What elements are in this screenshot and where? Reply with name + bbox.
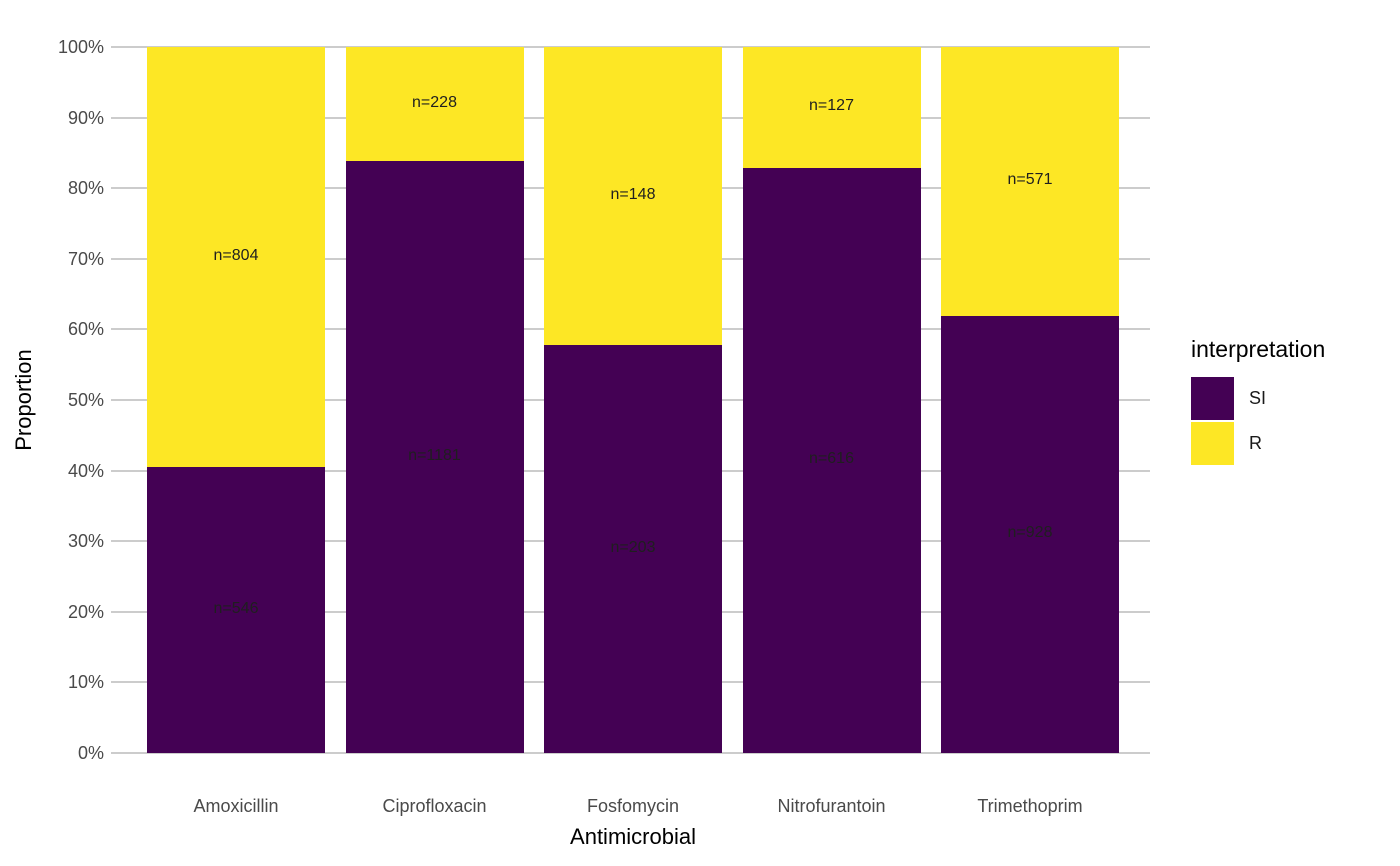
bar-segment-r-amoxicillin: [147, 47, 325, 468]
bar-nitrofurantoin: n=616 n=127: [742, 47, 921, 753]
y-axis-title: Proportion: [11, 349, 36, 451]
x-tick-label-ciprofloxacin: Ciprofloxacin: [382, 796, 487, 816]
x-tick-label-fosfomycin: Fosfomycin: [586, 796, 680, 816]
y-tick-label-40: 40%: [67, 460, 104, 481]
count-label-r-ciprofloxacin: n=228: [412, 94, 457, 112]
count-label-r-amoxicillin: n=804: [213, 247, 259, 265]
y-tick-label-0: 0%: [77, 743, 104, 763]
legend-key-r: R: [1191, 422, 1325, 465]
y-tick-label-80: 80%: [67, 178, 104, 199]
count-label-r-nitrofurantoin: n=127: [809, 97, 854, 115]
legend-swatch-r: [1191, 422, 1234, 465]
x-axis-title: Antimicrobial: [570, 824, 696, 849]
bar-segment-r-trimethoprim: [941, 47, 1119, 316]
count-label-si-fosfomycin: n=203: [610, 538, 656, 556]
legend-label-si: SI: [1249, 388, 1267, 408]
bar-amoxicillin: n=546 n=804: [147, 47, 325, 753]
x-tick-label-trimethoprim: Trimethoprim: [977, 796, 1083, 816]
bar-fosfomycin: n=203 n=148: [544, 47, 722, 753]
bar-segment-si-amoxicillin: [147, 467, 325, 753]
y-tick-label-70: 70%: [67, 248, 104, 269]
legend-key-si: SI: [1191, 377, 1325, 420]
y-tick-label-20: 20%: [67, 601, 104, 622]
count-label-r-fosfomycin: n=148: [610, 185, 656, 203]
bar-segment-si-fosfomycin: [544, 344, 722, 753]
bar-segment-r-ciprofloxacin: [345, 47, 524, 162]
bar-segment-si-ciprofloxacin: [345, 161, 524, 753]
count-label-r-trimethoprim: n=571: [1007, 171, 1053, 189]
y-tick-label-90: 90%: [67, 107, 104, 128]
count-label-si-trimethoprim: n=928: [1007, 524, 1053, 542]
bar-segment-r-nitrofurantoin: [742, 47, 921, 168]
y-tick-label-30: 30%: [67, 531, 104, 552]
x-tick-label-nitrofurantoin: Nitrofurantoin: [777, 796, 886, 816]
bar-segment-r-fosfomycin: [544, 47, 722, 345]
legend: interpretation SI R: [1191, 336, 1325, 467]
y-tick-label-50: 50%: [67, 390, 104, 410]
legend-label-r: R: [1249, 433, 1262, 453]
legend-keys: SI R: [1191, 377, 1325, 465]
y-tick-label-10: 10%: [67, 672, 104, 693]
count-label-si-ciprofloxacin: n=1181: [408, 447, 461, 465]
x-tick-label-amoxicillin: Amoxicillin: [193, 796, 279, 816]
y-tick-label-100: 100%: [57, 37, 104, 57]
gridline-100: [111, 46, 1150, 48]
gridline-0: [111, 752, 1150, 754]
legend-swatch-si: [1191, 377, 1234, 420]
bar-segment-si-trimethoprim: [941, 315, 1119, 753]
y-tick-label-60: 60%: [67, 319, 104, 340]
count-label-si-nitrofurantoin: n=616: [809, 450, 854, 468]
legend-title: interpretation: [1191, 336, 1326, 362]
bar-segment-si-nitrofurantoin: [742, 167, 921, 753]
bar-ciprofloxacin: n=1181 n=228: [345, 47, 524, 753]
count-label-si-amoxicillin: n=546: [213, 600, 259, 618]
bar-trimethoprim: n=928 n=571: [941, 47, 1119, 753]
